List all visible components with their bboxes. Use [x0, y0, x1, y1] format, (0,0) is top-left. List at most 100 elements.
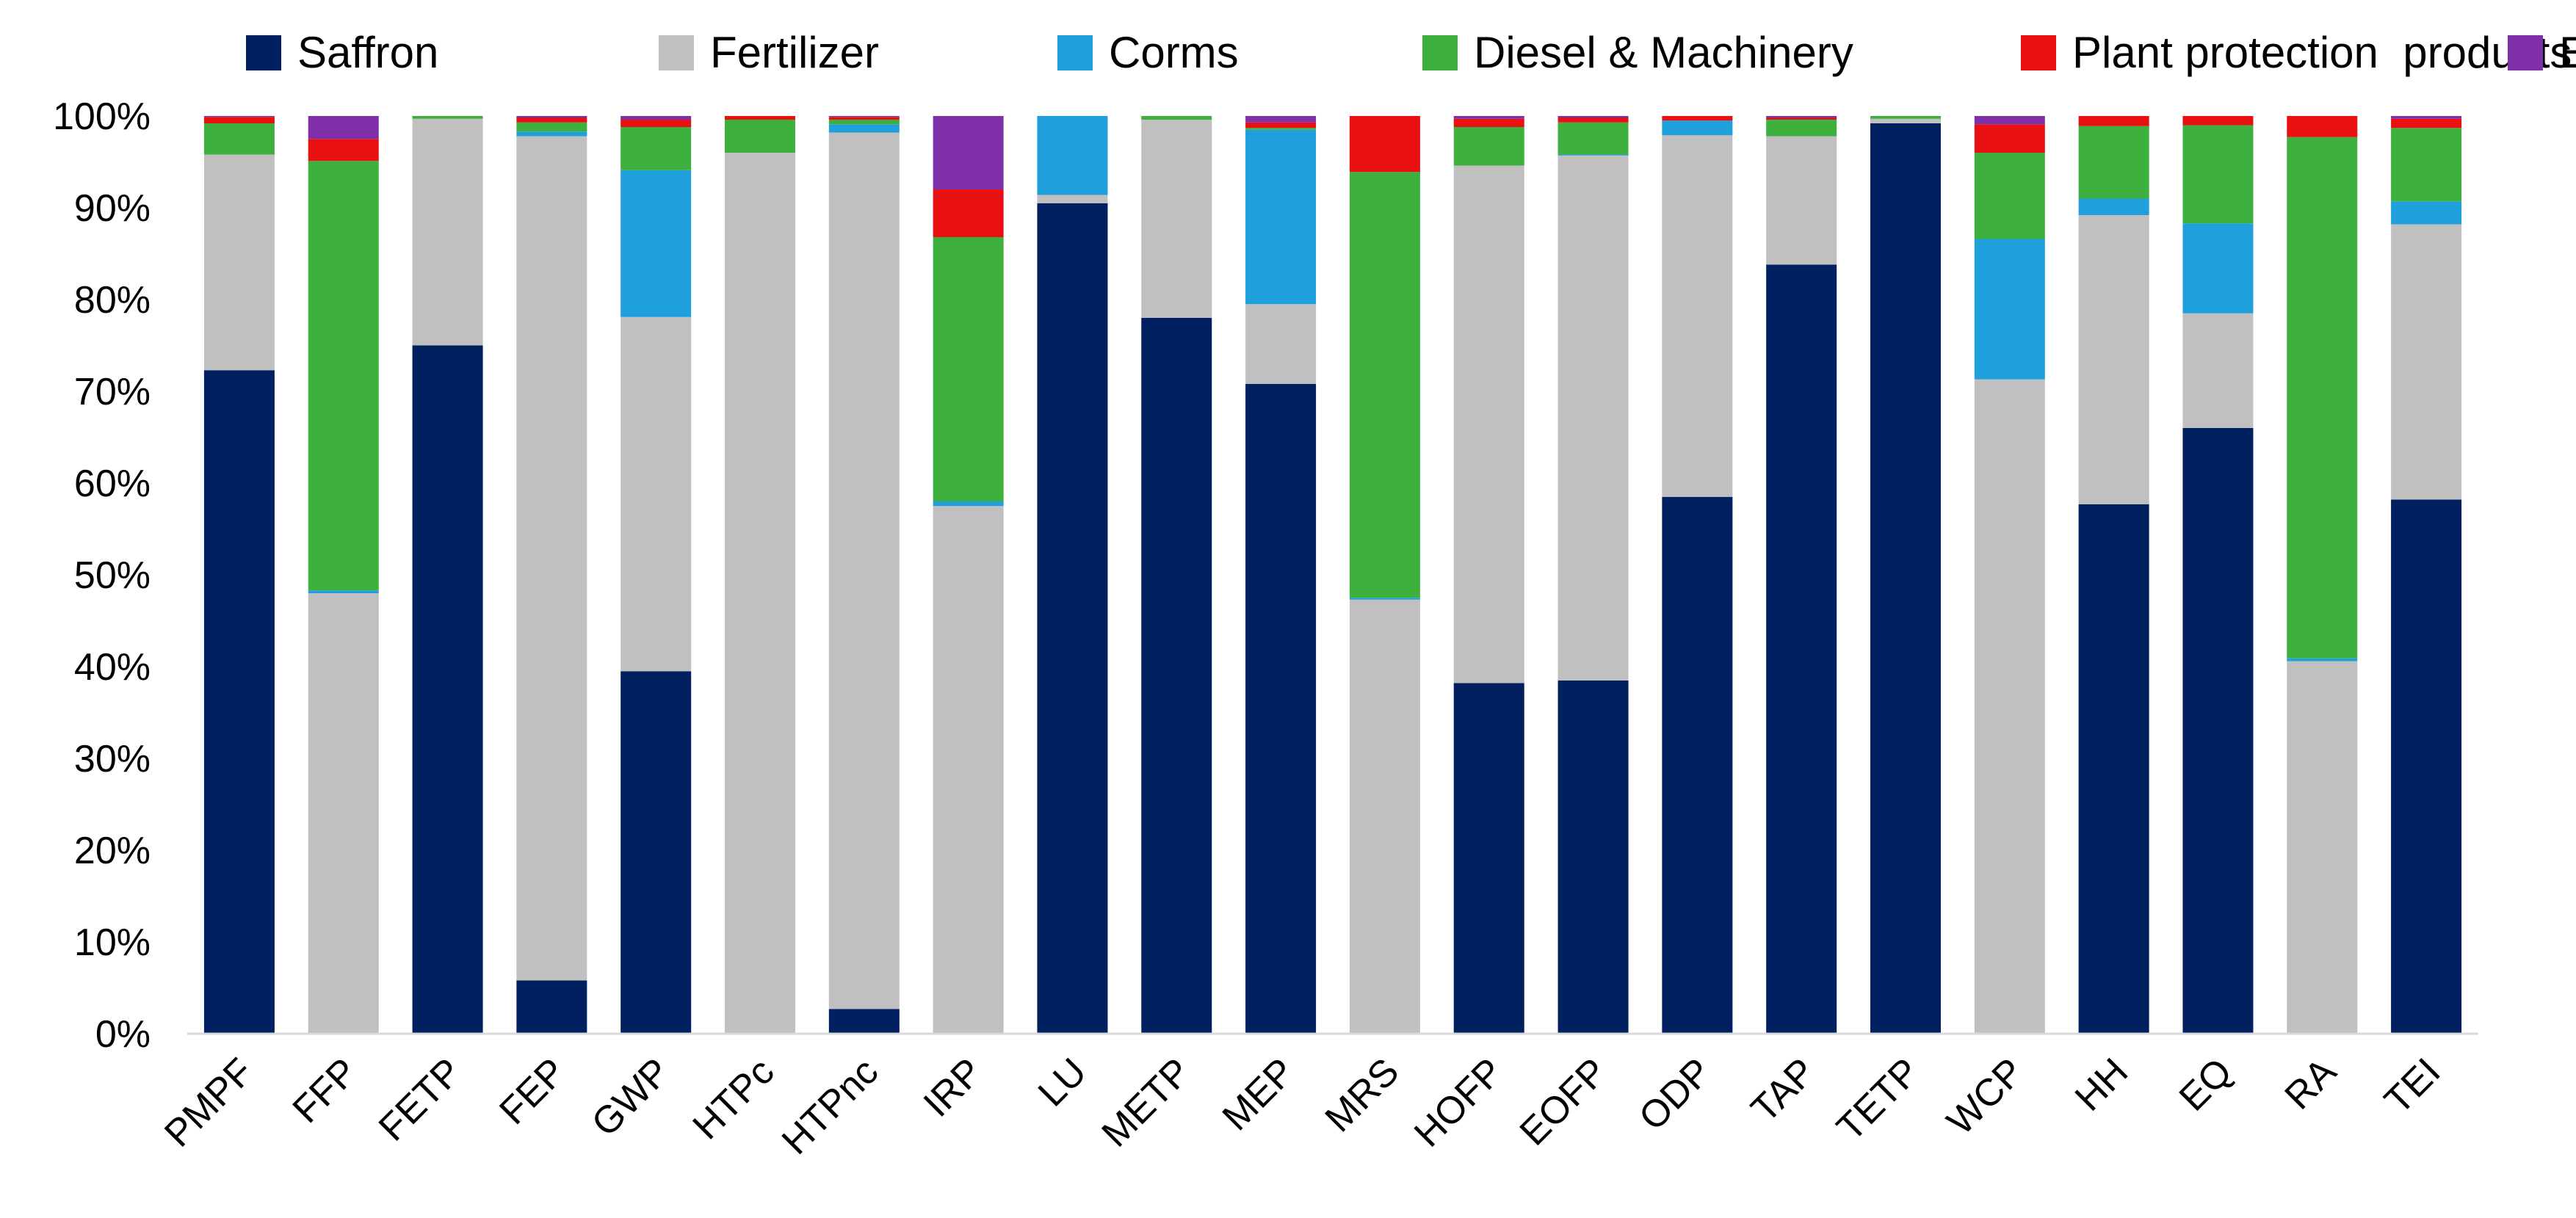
chart-legend: Saffron Fertilizer Corms Diesel & Machinery…	[246, 28, 2576, 77]
bar-fetp-diesel-machinery	[412, 116, 483, 119]
bar-tap-diesel-machinery	[1766, 120, 1837, 137]
x-tick-label: FEP	[491, 1050, 574, 1133]
bar-ra-diesel-machinery	[2287, 137, 2358, 659]
x-tick-label: TAP	[1743, 1050, 1824, 1131]
bar-eofp-diesel-machinery	[1557, 122, 1629, 155]
x-tick-label: FETP	[371, 1050, 470, 1149]
bar-gwp-electricity	[621, 116, 692, 120]
x-tick-label: GWP	[584, 1050, 679, 1145]
bar-hofp-saffron	[1453, 683, 1524, 1034]
bar-fetp-fertilizer	[412, 118, 483, 346]
legend-item-corms: Corms	[1057, 28, 1239, 77]
y-tick-label: 50%	[74, 554, 151, 597]
bar-tap-fertilizer	[1766, 136, 1837, 265]
y-tick-label: 60%	[74, 463, 151, 505]
bar-eofp-saffron	[1557, 680, 1629, 1034]
bar-mrs-corms	[1349, 598, 1420, 600]
x-tick-label: EOFP	[1512, 1050, 1616, 1153]
bar-hofp-plant-protection-products	[1453, 118, 1524, 127]
y-axis: 0% 10% 20% 30% 40% 50% 60% 70% 80% 90% 100%	[53, 95, 151, 1056]
bar-gwp-diesel-machinery	[621, 127, 692, 170]
bar-ffp-plant-protection-products	[308, 139, 379, 162]
bar-fep-electricity	[516, 116, 587, 118]
bar-tei-corms	[2391, 201, 2462, 225]
x-tick-label: HTPnc	[774, 1050, 886, 1162]
bar-eq-corms	[2182, 223, 2254, 313]
bar-mep-corms	[1245, 129, 1317, 305]
x-tick-label: EQ	[2171, 1050, 2240, 1119]
legend-item-diesel-machinery: Diesel & Machinery	[1422, 28, 1853, 77]
bar-irp-corms	[933, 501, 1004, 507]
legend-label: Plant protection products	[2072, 28, 2572, 77]
y-tick-label: 70%	[74, 371, 151, 413]
bar-irp-electricity	[933, 116, 1004, 189]
y-tick-label: 80%	[74, 279, 151, 322]
bar-eofp-fertilizer	[1557, 155, 1629, 681]
bar-odp-plant-protection-products	[1662, 116, 1733, 121]
bar-eq-diesel-machinery	[2182, 125, 2254, 224]
bar-pmpf-diesel-machinery	[203, 123, 275, 155]
bar-gwp-corms	[621, 170, 692, 317]
bar-mep-saffron	[1245, 384, 1317, 1034]
bar-wcp-electricity	[1974, 116, 2045, 125]
bar-pmpf-fertilizer	[203, 154, 275, 371]
bar-fetp-saffron	[412, 345, 483, 1034]
bar-ffp-fertilizer	[308, 593, 379, 1034]
bar-fep-fertilizer	[516, 136, 587, 981]
bar-ffp-electricity	[308, 116, 379, 139]
bar-hh-corms	[2078, 198, 2149, 215]
bar-hofp-diesel-machinery	[1453, 127, 1524, 166]
bar-htpc-diesel-machinery	[725, 120, 795, 153]
bar-odp-corms	[1662, 120, 1733, 136]
bar-gwp-saffron	[621, 671, 692, 1034]
bar-wcp-plant-protection-products	[1974, 124, 2045, 153]
y-tick-label: 100%	[53, 95, 151, 138]
bar-metp-saffron	[1141, 318, 1212, 1034]
bar-mrs-fertilizer	[1349, 599, 1420, 1034]
bar-mrs-diesel-machinery	[1349, 172, 1420, 598]
bar-mep-diesel-machinery	[1245, 128, 1317, 130]
x-tick-label: ODP	[1631, 1050, 1720, 1139]
bar-metp-diesel-machinery	[1141, 116, 1212, 120]
bar-ra-corms	[2287, 658, 2358, 661]
bar-htpnc-fertilizer	[828, 132, 900, 1009]
bar-tei-diesel-machinery	[2391, 128, 2462, 202]
bar-eofp-plant-protection-products	[1557, 117, 1629, 123]
x-tick-label: MRS	[1317, 1050, 1408, 1140]
y-tick-label: 20%	[74, 830, 151, 872]
legend-label: Saffron	[297, 28, 438, 77]
bar-htpnc-electricity	[828, 116, 900, 117]
x-tick-label: HTPc	[685, 1050, 783, 1148]
bar-hh-fertilizer	[2078, 215, 2149, 504]
bar-eq-plant-protection-products	[2182, 116, 2254, 126]
bar-tei-saffron	[2391, 499, 2462, 1034]
x-tick-label: TEI	[2376, 1050, 2448, 1122]
y-tick-label: 30%	[74, 738, 151, 780]
legend-item-saffron: Saffron	[246, 28, 438, 77]
bar-eofp-corms	[1557, 154, 1629, 156]
x-tick-label: TETP	[1828, 1050, 1928, 1149]
bar-lu-corms	[1037, 116, 1108, 195]
bar-fep-corms	[516, 131, 587, 137]
bar-hh-plant-protection-products	[2078, 116, 2149, 126]
legend-swatch	[1057, 35, 1093, 70]
x-tick-label: METP	[1094, 1050, 1199, 1155]
bar-metp-fertilizer	[1141, 120, 1212, 318]
bar-lu-saffron	[1037, 203, 1108, 1034]
x-tick-label: PMPF	[156, 1050, 261, 1155]
bar-hh-diesel-machinery	[2078, 126, 2149, 199]
y-tick-label: 0%	[95, 1013, 151, 1056]
bar-tei-electricity	[2391, 116, 2462, 119]
bars	[203, 116, 2462, 1034]
bar-tap-electricity	[1766, 116, 1837, 118]
legend-swatch	[2021, 35, 2056, 70]
legend-swatch	[246, 35, 281, 70]
bar-mrs-plant-protection-products	[1349, 116, 1420, 173]
bar-pmpf-plant-protection-products	[203, 117, 275, 123]
bar-irp-diesel-machinery	[933, 237, 1004, 501]
bar-hofp-fertilizer	[1453, 165, 1524, 684]
bar-pmpf-electricity	[203, 116, 275, 117]
bar-tetp-diesel-machinery	[1870, 116, 1941, 119]
bar-irp-plant-protection-products	[933, 189, 1004, 237]
